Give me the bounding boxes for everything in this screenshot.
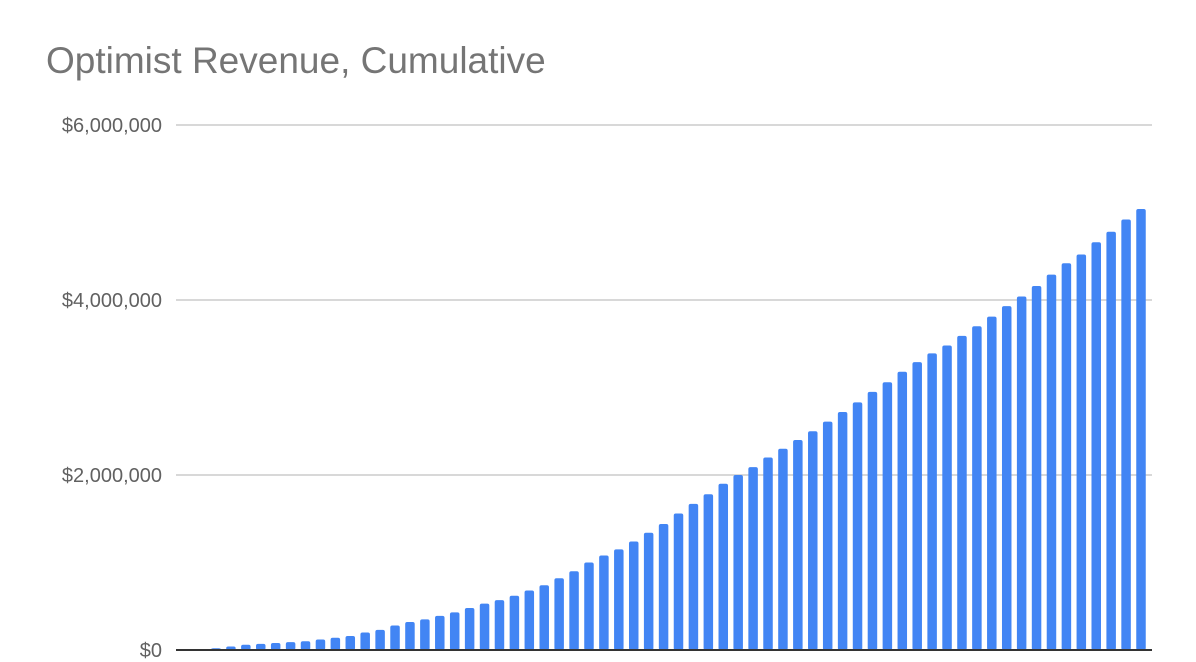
bar [539, 585, 549, 650]
bar [733, 475, 743, 650]
bar [912, 362, 922, 651]
bar [658, 524, 669, 650]
y-tick-label: $2,000,000 [62, 465, 162, 487]
bar [778, 448, 788, 650]
bar [360, 632, 370, 650]
bar [942, 345, 952, 650]
bar [1076, 254, 1087, 650]
bar [405, 622, 415, 650]
bar [285, 642, 296, 651]
bar [435, 615, 445, 651]
y-tick-label: $0 [140, 640, 162, 662]
bar [703, 494, 714, 650]
bar [1136, 209, 1146, 650]
bar [599, 555, 609, 650]
bar [763, 457, 773, 650]
bar [808, 431, 818, 650]
bars [211, 209, 1146, 651]
bar [420, 619, 430, 651]
bar [464, 608, 475, 650]
bar [524, 590, 535, 650]
bar [1091, 242, 1101, 650]
bar [688, 503, 699, 651]
bar [554, 578, 564, 650]
bar [957, 335, 967, 651]
bar [584, 562, 594, 650]
bar [614, 549, 624, 651]
bar [1031, 286, 1042, 650]
bar [569, 571, 579, 650]
bar [345, 636, 356, 650]
bar [867, 391, 878, 651]
bar [449, 612, 460, 651]
bar [256, 643, 266, 651]
bar [643, 532, 654, 650]
bar [748, 467, 758, 651]
bar [270, 643, 281, 650]
bar [1001, 306, 1012, 651]
bar [897, 371, 908, 650]
bar [628, 541, 639, 650]
bar [509, 595, 520, 650]
bar [1121, 219, 1131, 650]
bar [494, 600, 505, 651]
y-axis-labels: $0 $2,000,000 $4,000,000 $6,000,000 [62, 115, 162, 662]
bar [1046, 274, 1057, 651]
y-tick-label: $6,000,000 [62, 115, 162, 137]
bar [300, 641, 311, 650]
bar [1106, 231, 1116, 650]
bar [315, 639, 326, 650]
bar [882, 382, 893, 650]
bar [241, 644, 251, 650]
y-tick-label: $4,000,000 [62, 290, 162, 312]
bar [375, 629, 385, 651]
bar [837, 412, 848, 650]
bar [852, 402, 863, 651]
bar [390, 625, 400, 650]
bar [1061, 263, 1072, 650]
bar [927, 353, 937, 651]
bar [822, 421, 833, 651]
bar [718, 483, 729, 650]
chart-title: Optimist Revenue, Cumulative [46, 40, 546, 81]
bar [987, 316, 997, 651]
bar [1016, 296, 1027, 650]
bar [479, 603, 490, 651]
bar [673, 513, 684, 650]
bar [972, 326, 982, 650]
bar [330, 637, 341, 650]
bar [793, 440, 803, 650]
